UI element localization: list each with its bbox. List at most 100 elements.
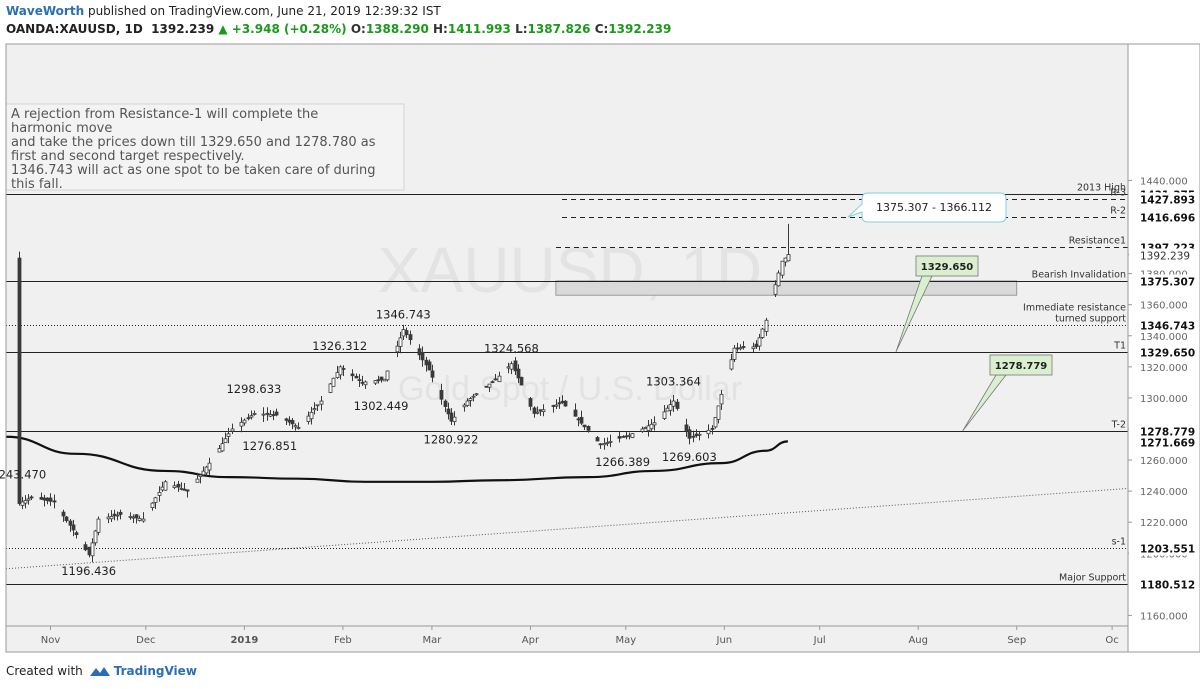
candle-body-49 xyxy=(230,428,235,432)
candle-body-30 xyxy=(150,502,155,509)
candle-body-62 xyxy=(290,420,295,425)
candle-119 xyxy=(541,404,546,417)
candle-body-44 xyxy=(207,462,212,471)
candle-body-141 xyxy=(643,427,648,429)
x-tick-label-4: Mar xyxy=(422,635,442,646)
candle-body-91 xyxy=(420,352,425,361)
candle-body-52 xyxy=(246,417,251,420)
candle-body-170 xyxy=(773,284,778,295)
candle-127 xyxy=(579,410,584,426)
candle-91 xyxy=(420,346,425,367)
candle-168 xyxy=(760,327,765,339)
candle-body-162 xyxy=(735,347,740,350)
price-tag-9: 1203.551 xyxy=(1129,541,1195,556)
candle-body-163 xyxy=(738,347,743,350)
candle-body-100 xyxy=(462,404,467,408)
last-price: 1392.239 xyxy=(151,22,215,36)
candle-body-29 xyxy=(141,518,146,522)
candle-89 xyxy=(408,330,413,345)
candle-body-152 xyxy=(691,435,696,438)
y-tick-label-4: 1260.000 xyxy=(1140,456,1188,467)
candle-100 xyxy=(462,403,467,412)
note-line-3: and take the prices down till 1329.650 a… xyxy=(11,135,376,150)
candle-77 xyxy=(357,373,362,387)
price-tag-text-2: 1416.696 xyxy=(1140,213,1195,225)
current-price-bg xyxy=(1129,248,1195,263)
candle-body-69 xyxy=(319,400,324,405)
candle-body-140 xyxy=(640,428,645,432)
level-label-5-1: turned support xyxy=(1055,314,1126,325)
tradingview-link[interactable]: TradingView xyxy=(113,664,197,678)
candle-body-26 xyxy=(131,516,136,519)
candle-body-173 xyxy=(783,257,788,263)
candle-body-158 xyxy=(716,405,721,420)
candle-body-13 xyxy=(71,524,76,531)
candle-95 xyxy=(439,383,444,405)
swing-label-0: 1243.470 xyxy=(0,468,46,482)
candle-body-127 xyxy=(579,416,584,424)
candle-body-119 xyxy=(541,409,546,413)
candle-129 xyxy=(586,425,591,433)
bearish-invalidation-zone xyxy=(555,280,1018,296)
candle-body-129 xyxy=(586,425,591,431)
author-name[interactable]: WaveWorth xyxy=(6,4,85,18)
candle-body-37 xyxy=(179,488,184,490)
high-label: H: xyxy=(433,22,448,36)
candle-101 xyxy=(465,398,470,407)
candle-79 xyxy=(363,380,368,389)
candle-body-6 xyxy=(42,497,47,501)
candle-133 xyxy=(605,437,610,447)
target-callout-1: 1278.779 xyxy=(962,354,1053,432)
candle-body-36 xyxy=(176,483,181,488)
candle-body-124 xyxy=(563,400,568,407)
candle-body-136 xyxy=(621,436,626,438)
price-tag-bg-8 xyxy=(1129,435,1195,450)
price-tag-5: 1346.743 xyxy=(1129,318,1195,333)
candle-143 xyxy=(649,418,654,431)
candle-52 xyxy=(246,413,251,421)
candle-body-25 xyxy=(128,516,133,518)
candle-85 xyxy=(395,340,400,358)
close-value: 1392.239 xyxy=(608,22,672,36)
candle-body-20 xyxy=(106,516,111,520)
candle-51 xyxy=(242,418,247,426)
note-line-1: A rejection from Resistance-1 will compl… xyxy=(11,107,318,122)
candle-body-59 xyxy=(274,411,279,416)
candle-body-58 xyxy=(271,414,276,416)
candle-body-111 xyxy=(509,363,514,370)
candle-104 xyxy=(474,392,479,396)
level-label-10-0: Major Support xyxy=(1059,573,1126,584)
swing-labels-layer: 1243.470 1196.436 1298.633 1276.851 1326.312… xyxy=(0,307,717,578)
candle-body-148 xyxy=(671,400,676,407)
candle-body-2 xyxy=(23,500,28,504)
candle-172 xyxy=(780,260,785,279)
candle-body-7 xyxy=(45,497,50,502)
price-tag-bg-1 xyxy=(1129,192,1195,207)
candle-170 xyxy=(773,280,778,298)
price-chart[interactable]: XAUUSD, 1D Gold Spot / U.S. Dollar 2013 … xyxy=(0,0,1200,660)
candle-body-80 xyxy=(373,380,378,384)
candle-125 xyxy=(573,403,578,417)
candle-47 xyxy=(223,432,228,443)
candle-body-67 xyxy=(312,408,317,411)
candle-56 xyxy=(265,407,270,421)
candle-body-123 xyxy=(560,400,565,403)
candle-body-61 xyxy=(287,419,292,423)
x-tick-label-10: Sep xyxy=(1007,635,1026,646)
candle-body-95 xyxy=(439,390,444,400)
candle-body-88 xyxy=(404,330,409,336)
x-tick-label-7: Jun xyxy=(716,635,733,646)
zone-layer xyxy=(555,280,1018,296)
candle-73 xyxy=(338,365,343,380)
current-price-tag: 1392.239 xyxy=(1129,248,1195,263)
target-callout-0: 1329.650 xyxy=(895,255,979,353)
time-axis[interactable]: Nov Dec 2019 Feb Mar Apr May Jun Jul Aug Sep Oc xyxy=(6,625,1128,646)
candle-60 xyxy=(284,417,289,425)
candle-body-40 xyxy=(195,478,200,483)
candle-body-48 xyxy=(226,433,231,437)
note-box: A rejection from Resistance-1 will compl… xyxy=(5,103,405,192)
candle-1 xyxy=(20,496,25,510)
candle-body-73 xyxy=(338,366,343,376)
candle-76 xyxy=(354,373,359,379)
candle-117 xyxy=(535,406,540,415)
